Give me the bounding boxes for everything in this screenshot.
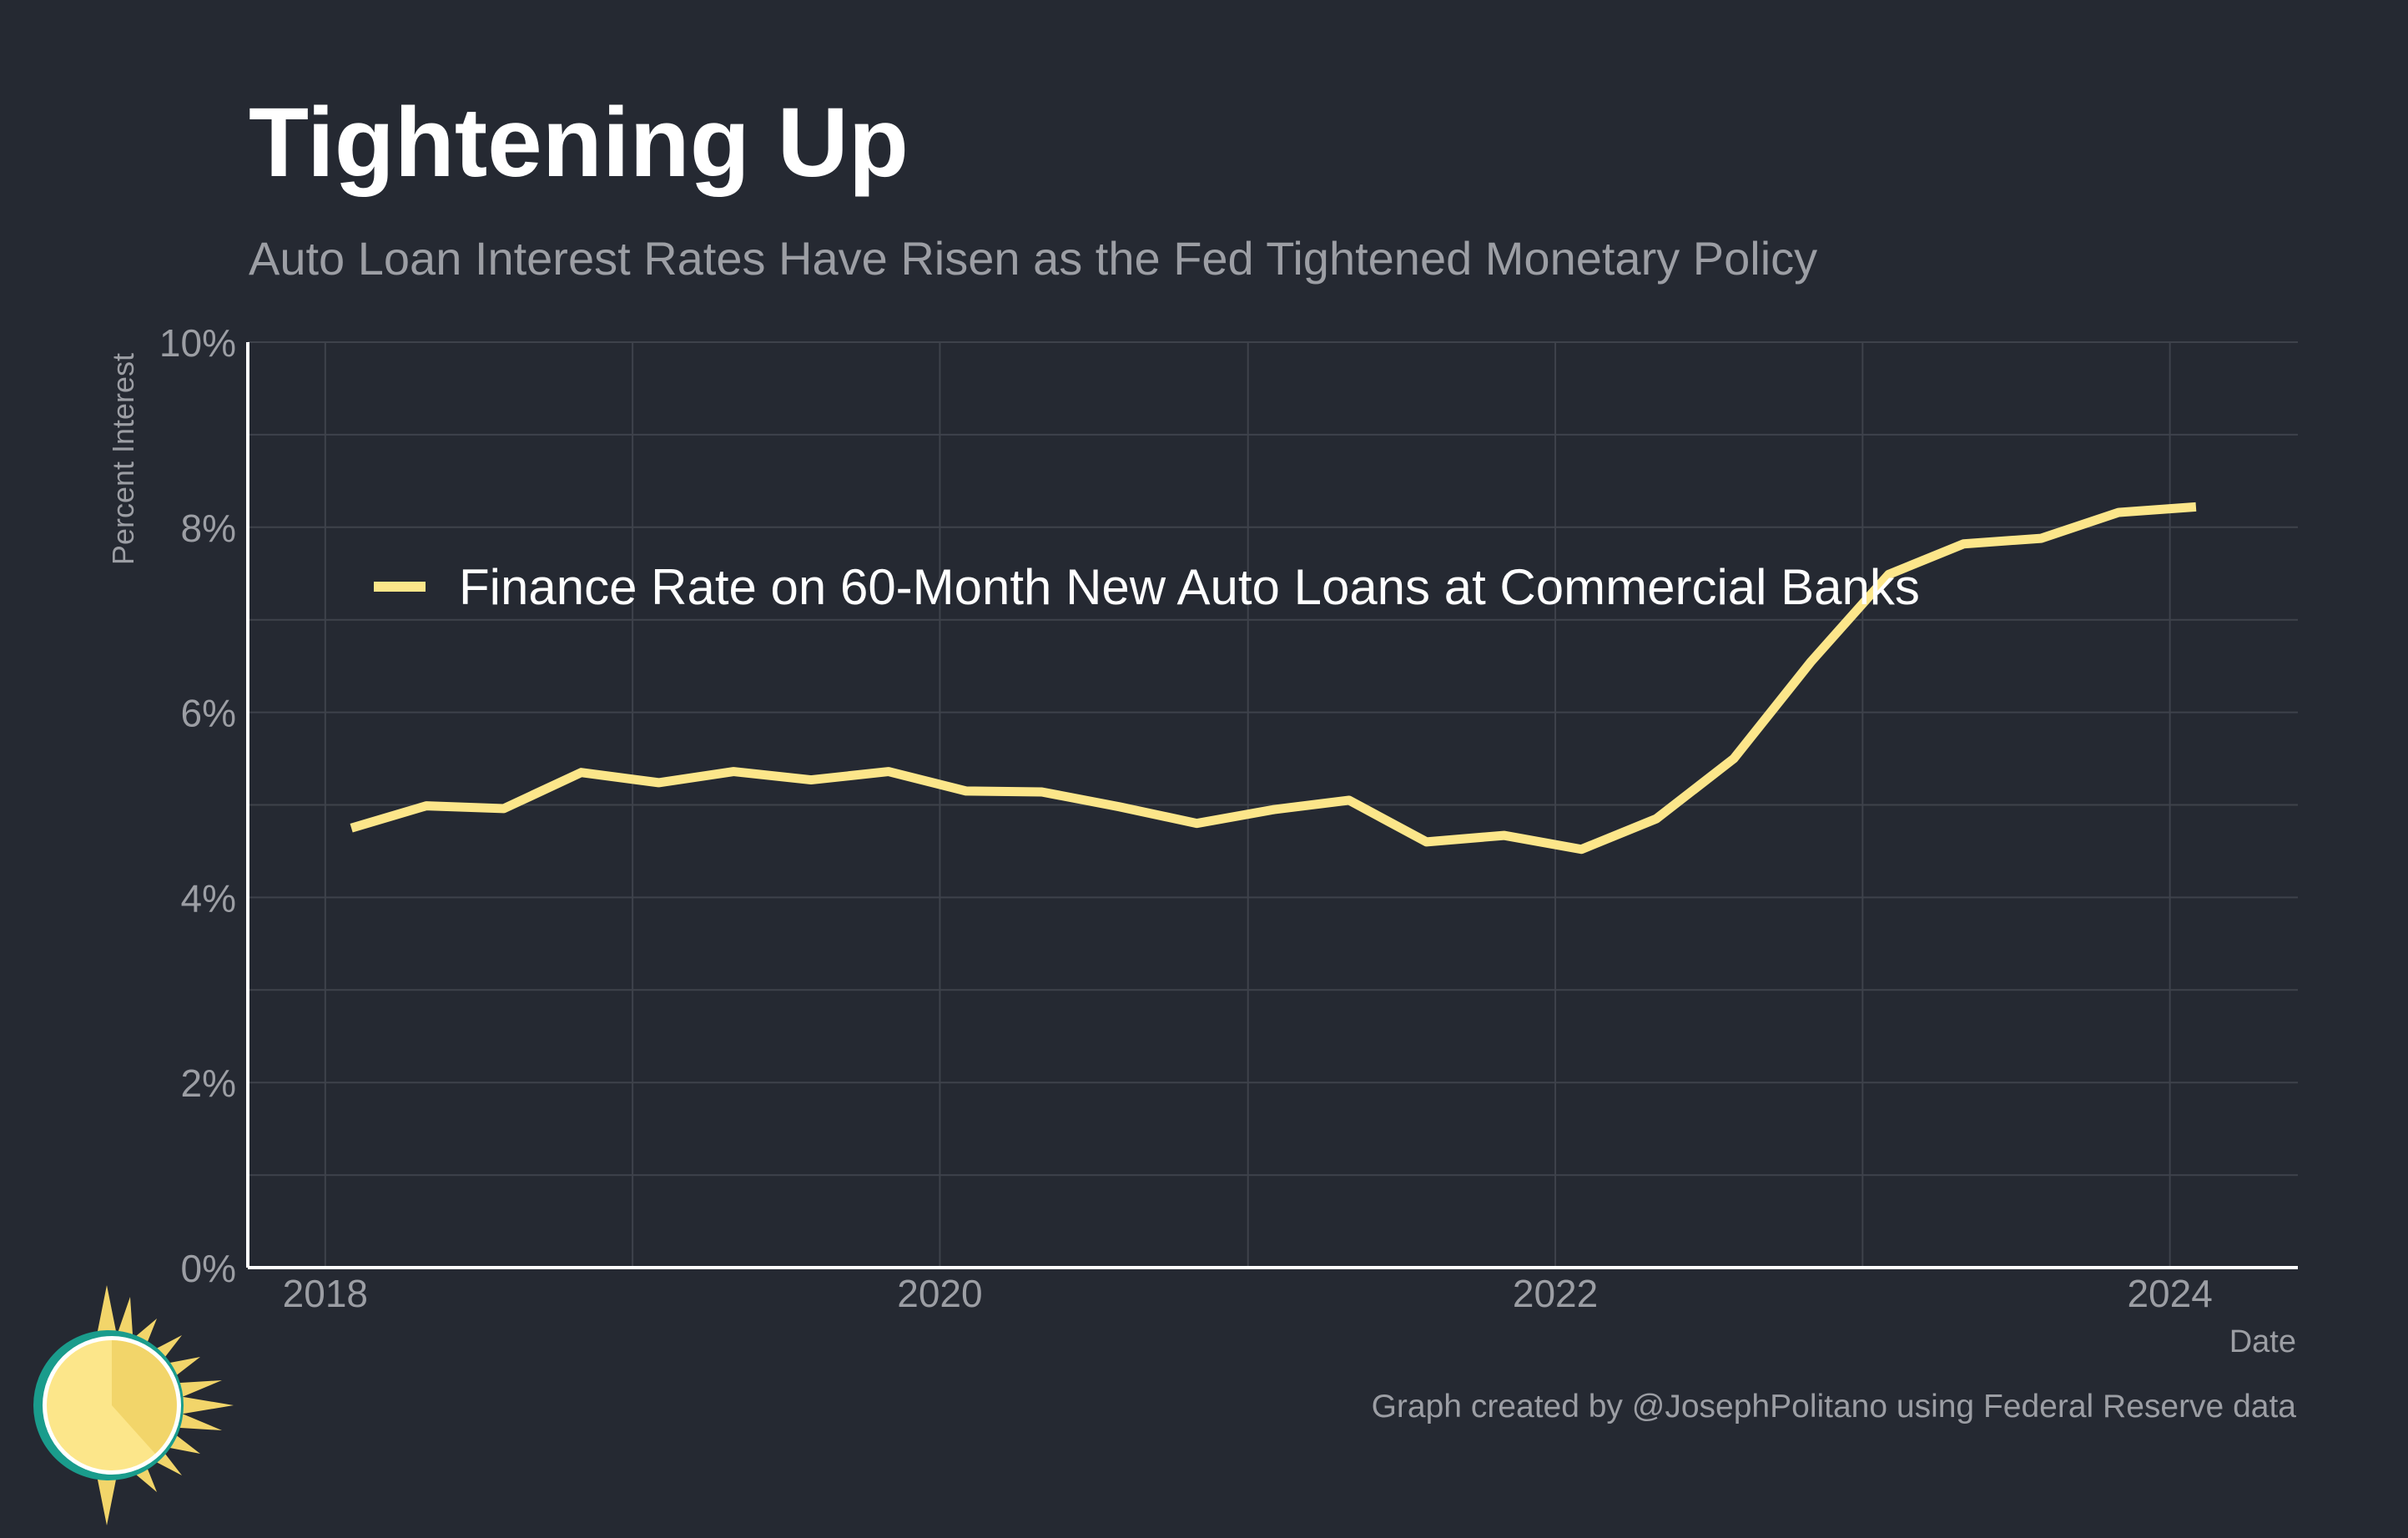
- series-layer: [350, 502, 2197, 855]
- legend-label: Finance Rate on 60-Month New Auto Loans …: [459, 559, 1920, 615]
- chart-subtitle: Auto Loan Interest Rates Have Risen as t…: [249, 232, 1818, 285]
- tick-labels: 0% 2% 4% 6% 8% 10% 2018 2020 2022 2024: [159, 321, 2213, 1315]
- chart-legend: Finance Rate on 60-Month New Auto Loans …: [374, 559, 1920, 615]
- sun-logo-icon: [33, 1285, 234, 1525]
- x-tick-label: 2022: [1513, 1272, 1598, 1315]
- y-axis-label: Percent Interest: [106, 353, 140, 565]
- chart-title: Tightening Up: [249, 88, 909, 198]
- x-tick-label: 2024: [2127, 1272, 2212, 1315]
- y-tick-label: 6%: [181, 692, 236, 735]
- y-tick-label: 0%: [181, 1247, 236, 1290]
- axes: [246, 342, 2298, 1269]
- series-line: [350, 502, 2197, 855]
- x-tick-label: 2018: [283, 1272, 368, 1315]
- grid-lines: [248, 341, 2298, 1268]
- y-tick-label: 2%: [181, 1061, 236, 1105]
- x-axis-label: Date: [2229, 1324, 2296, 1359]
- y-tick-label: 4%: [181, 876, 236, 920]
- y-tick-label: 8%: [181, 507, 236, 550]
- x-tick-label: 2020: [897, 1272, 982, 1315]
- source-credit: Graph created by @JosephPolitano using F…: [1371, 1389, 2296, 1425]
- y-tick-label: 10%: [159, 321, 236, 365]
